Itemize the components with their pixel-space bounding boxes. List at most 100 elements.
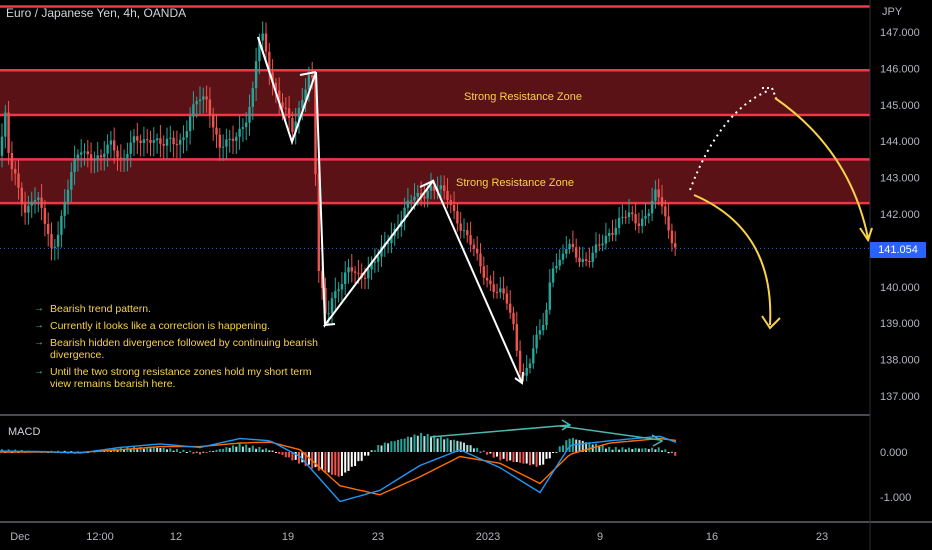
candle-body [419, 192, 423, 197]
macd-histogram-bar [492, 452, 495, 458]
candle-body [449, 200, 452, 205]
candle-body [284, 107, 287, 109]
macd-histogram-bar [611, 449, 614, 452]
price-tick: 138.000 [880, 355, 920, 367]
candle-body [489, 280, 492, 285]
candle-body [571, 243, 575, 248]
time-tick: Dec [10, 531, 30, 543]
pattern-arrow-3 [514, 371, 524, 385]
candle-body [33, 199, 37, 202]
candle-body [416, 192, 419, 197]
candle-body [357, 272, 360, 274]
price-tick: 147.000 [880, 27, 920, 39]
macd-histogram-bar [519, 452, 522, 463]
candle-body [268, 51, 271, 73]
candle-body [426, 190, 429, 199]
macd-histogram-bar [133, 446, 135, 452]
candle-body [485, 277, 489, 281]
macd-histogram-bar [545, 452, 548, 459]
macd-histogram-bar [179, 451, 182, 453]
candle-body [459, 223, 462, 231]
candle-body [654, 189, 657, 201]
macd-histogram-bar [439, 436, 442, 452]
candle-body [27, 205, 30, 213]
macd-histogram-bar [453, 439, 456, 452]
candle-body [327, 313, 330, 315]
macd-histogram-bar [509, 452, 512, 461]
projection-dotted [689, 89, 771, 191]
macd-histogram-bar [449, 440, 452, 452]
candle-body [23, 204, 27, 213]
candle-body [89, 154, 93, 161]
candle-body [142, 139, 146, 144]
macd-histogram-bar [360, 452, 363, 461]
candle-body [439, 185, 443, 190]
macd-histogram-bar [562, 445, 564, 452]
macd-histogram-bar [377, 445, 380, 452]
macd-histogram-bar [298, 452, 300, 464]
candle-body [185, 131, 188, 138]
candle-body [119, 157, 122, 159]
candle-body [80, 152, 83, 155]
macd-histogram-bar [443, 439, 446, 452]
candle-body [363, 277, 367, 279]
macd-histogram-bar [588, 442, 591, 452]
macd-histogram-bar [552, 452, 555, 453]
candle-body [287, 108, 291, 119]
candle-body [353, 271, 357, 273]
candle-body [598, 244, 601, 246]
macd-histogram-bar [350, 452, 353, 467]
candle-body [614, 227, 617, 235]
candle-body [281, 102, 284, 108]
macd-histogram-bar [261, 449, 264, 452]
macd-histogram-bar [548, 452, 551, 459]
candle-body [70, 172, 73, 190]
candle-body [479, 253, 482, 267]
macd-histogram-bar [288, 452, 291, 458]
macd-histogram-bar [284, 452, 287, 458]
candle-body [525, 367, 528, 376]
macd-histogram-bar [423, 436, 426, 452]
candle-body [7, 112, 10, 153]
candle-body [126, 153, 129, 158]
candle-body [482, 266, 485, 278]
macd-histogram-bar [522, 452, 525, 464]
macd-histogram-bar [390, 441, 393, 452]
macd-histogram-bar [175, 448, 178, 452]
candle-body [165, 138, 169, 146]
macd-histogram-bar [661, 450, 663, 452]
candle-body [40, 197, 43, 208]
candle-body [367, 269, 370, 279]
macd-histogram-bar [215, 449, 218, 452]
macd-histogram-bar [446, 438, 449, 452]
candle-body [413, 196, 416, 201]
candle-body [136, 136, 139, 141]
candle-body [340, 284, 344, 290]
macd-histogram-bar [608, 446, 611, 452]
macd-histogram-bar [172, 450, 175, 452]
candle-body [670, 230, 674, 244]
macd-histogram-bar [624, 449, 627, 452]
candle-body [545, 309, 548, 326]
candle-body [258, 40, 261, 62]
candle-body [169, 137, 172, 139]
macd-histogram-bar [463, 442, 465, 452]
bearish-arrow-2-head [859, 227, 873, 243]
macd-histogram-bar [189, 450, 192, 452]
candle-body [314, 77, 317, 175]
candle-body [631, 212, 634, 215]
macd-histogram-bar [482, 450, 485, 452]
macd-histogram-bar [334, 452, 337, 476]
candle-body [334, 291, 337, 299]
macd-histogram-bar [420, 432, 423, 452]
macd-histogram-bar [274, 452, 277, 453]
candle-body [311, 75, 314, 78]
candle-body [568, 243, 571, 250]
macd-label[interactable]: MACD [8, 426, 41, 438]
candle-body [195, 101, 198, 105]
macd-histogram-bar [327, 452, 330, 473]
candle-body [647, 213, 650, 216]
candle-body [604, 235, 608, 244]
macd-histogram-bar [291, 452, 294, 461]
